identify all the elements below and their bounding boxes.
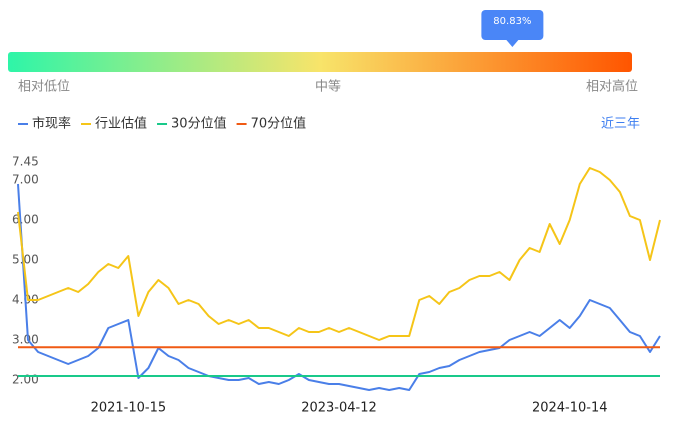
series-line xyxy=(17,167,661,341)
legend-label[interactable]: 行业估值 xyxy=(95,116,147,132)
gauge-bar xyxy=(8,52,632,72)
y-tick-label: 6.00 xyxy=(12,213,39,227)
gauge-high-label: 相对高位 xyxy=(586,79,638,95)
y-tick-label: 5.00 xyxy=(12,253,39,267)
tooltip-label: 80.83% xyxy=(493,16,531,27)
y-tick-label: 3.00 xyxy=(12,333,39,347)
series-line xyxy=(17,183,661,391)
gauge-low-label: 相对低位 xyxy=(18,80,70,95)
x-tick-label: 2024-10-14 xyxy=(532,401,608,416)
legend-label[interactable]: 市现率 xyxy=(32,116,71,132)
legend-label[interactable]: 30分位值 xyxy=(171,116,227,132)
tooltip-box xyxy=(481,10,544,40)
y-tick-label: 2.00 xyxy=(12,373,39,387)
x-tick-label: 2021-10-15 xyxy=(91,401,167,416)
range-option[interactable]: 近三年 xyxy=(601,117,640,132)
legend-label[interactable]: 70分位值 xyxy=(251,116,307,132)
gauge-mid-label: 中等 xyxy=(315,79,341,95)
y-tick-label: 7.00 xyxy=(12,173,39,187)
y-tick-label: 7.45 xyxy=(12,155,39,169)
x-tick-label: 2023-04-12 xyxy=(301,401,377,416)
gauge-marker: 80.83% xyxy=(481,10,544,47)
tooltip-arrow xyxy=(506,40,519,47)
